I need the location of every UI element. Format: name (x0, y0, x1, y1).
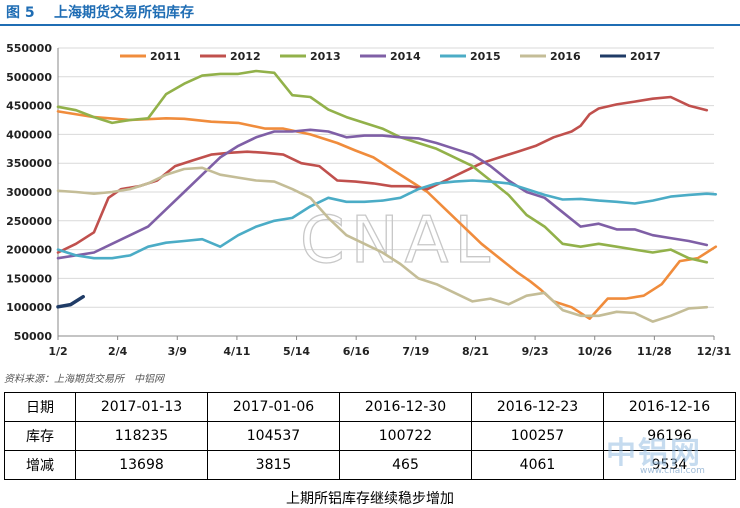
chart-caption: 上期所铝库存继续稳步增加 (286, 491, 454, 507)
y-tick-label: 200000 (6, 244, 52, 257)
table-row: 库存 118235 104537 100722 100257 96196 (4, 421, 736, 451)
stock-cell: 96196 (603, 421, 736, 451)
legend-label-2016: 2016 (550, 50, 581, 63)
y-tick-label: 300000 (6, 186, 52, 199)
x-tick-label: 3/9 (168, 345, 187, 358)
x-tick-label: 11/28 (637, 345, 672, 358)
x-tick-label: 7/19 (402, 345, 429, 358)
legend-label-2011: 2011 (150, 50, 181, 63)
inventory-table: 日期 2017-01-13 2017-01-06 2016-12-30 2016… (4, 392, 736, 480)
cnal-watermark-url: www.cnal.com (640, 466, 705, 476)
x-tick-label: 12/31 (697, 345, 732, 358)
x-tick-label: 6/16 (343, 345, 370, 358)
change-cell: 13698 (75, 450, 208, 480)
series-line-2014 (56, 128, 709, 260)
table-row: 增减 13698 3815 465 4061 9534 (4, 450, 736, 480)
date-cell: 2016-12-30 (339, 392, 472, 422)
legend-label-2015: 2015 (470, 50, 501, 63)
x-tick-label: 9/23 (522, 345, 549, 358)
row-header-date: 日期 (4, 392, 76, 422)
y-tick-label: 50000 (14, 330, 53, 343)
chart-watermark: CNAL (300, 204, 496, 278)
stock-cell: 118235 (75, 421, 208, 451)
series-line-2011 (56, 110, 718, 321)
aluminum-inventory-chart: 50000 100000 150000 200000 250000 300000 35000… (6, 42, 732, 358)
data-source-note: 资料来源：上海期货交易所 中铝网 (4, 374, 164, 385)
x-tick-label: 10/26 (577, 345, 612, 358)
y-tick-label: 400000 (6, 128, 52, 141)
y-tick-label: 100000 (6, 301, 52, 314)
y-tick-label: 450000 (6, 100, 52, 113)
figure-title: 上海期货交易所铝库存 (54, 5, 194, 21)
change-cell: 465 (339, 450, 472, 480)
y-tick-label: 350000 (6, 157, 52, 170)
y-tick-label: 500000 (6, 71, 52, 84)
figure-number: 图 5 (6, 5, 35, 21)
x-tick-label: 1/2 (48, 345, 67, 358)
row-header-change: 增减 (4, 450, 76, 480)
stock-cell: 104537 (207, 421, 340, 451)
y-tick-label: 250000 (6, 215, 52, 228)
legend-label-2017: 2017 (630, 50, 661, 63)
legend-label-2012: 2012 (230, 50, 261, 63)
y-tick-label: 150000 (6, 272, 52, 285)
date-cell: 2016-12-16 (603, 392, 736, 422)
x-tick-label: 2/4 (108, 345, 128, 358)
figure-title-bar: 图 5 上海期货交易所铝库存 (0, 0, 740, 26)
legend-label-2013: 2013 (310, 50, 341, 63)
series-line-2015 (56, 179, 718, 260)
legend-label-2014: 2014 (390, 50, 421, 63)
date-cell: 2017-01-13 (75, 392, 208, 422)
y-tick-label: 550000 (6, 42, 52, 55)
date-cell: 2017-01-06 (207, 392, 340, 422)
stock-cell: 100257 (471, 421, 604, 451)
series-line-2016 (56, 166, 709, 323)
table-row: 日期 2017-01-13 2017-01-06 2016-12-30 2016… (4, 392, 736, 422)
change-cell: 9534 (603, 450, 736, 480)
series-line-2013 (56, 69, 709, 264)
date-cell: 2016-12-23 (471, 392, 604, 422)
x-tick-label: 4/11 (223, 345, 250, 358)
x-tick-label: 5/14 (283, 345, 310, 358)
row-header-stock: 库存 (4, 421, 76, 451)
change-cell: 3815 (207, 450, 340, 480)
change-cell: 4061 (471, 450, 604, 480)
x-tick-label: 8/21 (462, 345, 489, 358)
stock-cell: 100722 (339, 421, 472, 451)
series-line-2017 (56, 294, 85, 309)
